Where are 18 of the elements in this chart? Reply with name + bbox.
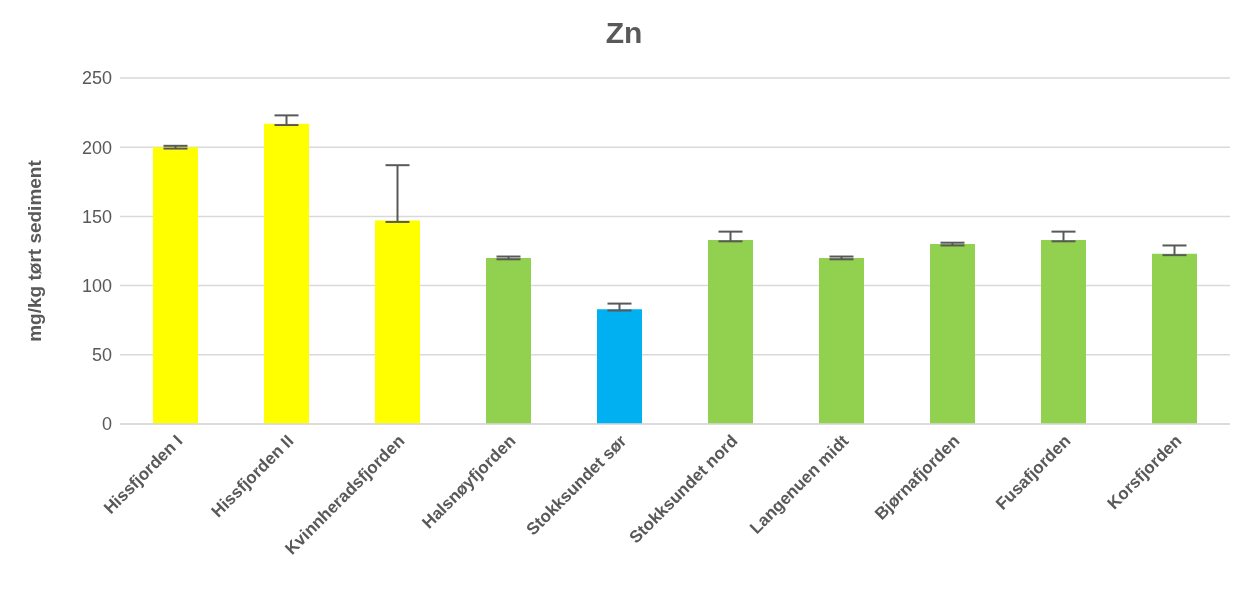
- y-axis-title: mg/kg tørt sediment: [23, 159, 45, 342]
- y-tick-label: 100: [81, 275, 112, 296]
- bar: [375, 220, 420, 424]
- bar: [153, 147, 198, 424]
- y-tick-label: 250: [81, 68, 112, 89]
- y-tick-label: 150: [81, 206, 112, 227]
- bar: [597, 309, 642, 424]
- y-tick-label: 0: [101, 414, 112, 435]
- bar: [1041, 239, 1086, 424]
- bar: [264, 123, 309, 424]
- bar: [1152, 253, 1197, 424]
- bar: [708, 239, 753, 424]
- y-tick-label: 50: [91, 345, 112, 366]
- bar: [486, 257, 531, 424]
- y-tick-label: 200: [81, 137, 112, 158]
- bar: [930, 244, 975, 424]
- chart-title: Zn: [604, 15, 644, 51]
- bar: [819, 257, 864, 424]
